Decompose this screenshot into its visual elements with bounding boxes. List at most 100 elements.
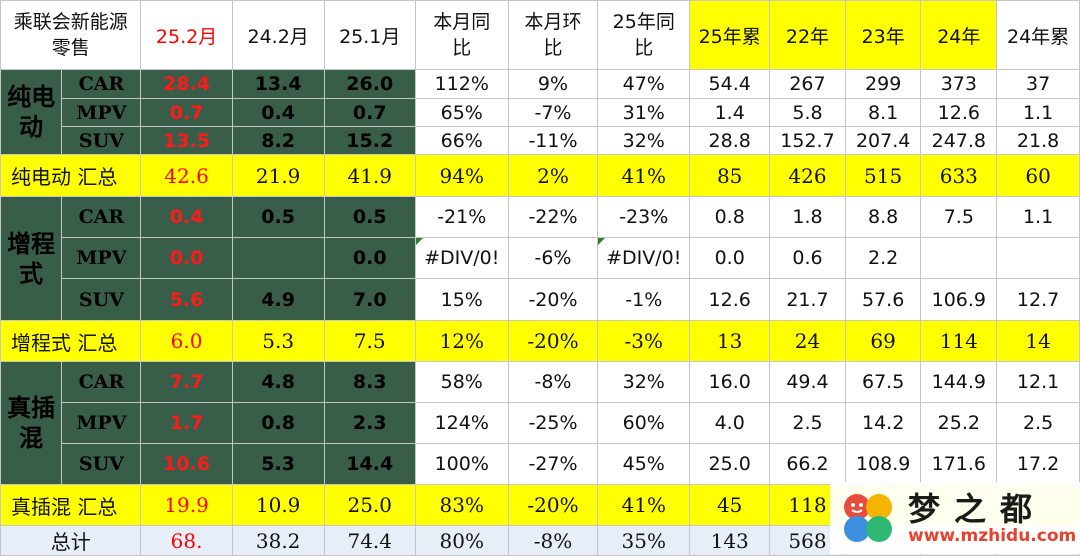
col-header: 25.1月 <box>323 0 416 70</box>
cell: -11% <box>507 126 599 155</box>
cell: 7.5 <box>323 320 416 362</box>
table-row: SUV 10.6 5.3 14.4 100% -27% 45% 25.0 66.… <box>1 443 1080 485</box>
cell: -20% <box>507 278 599 321</box>
cell: 267 <box>769 69 846 99</box>
cell: 12.6 <box>920 98 998 127</box>
cell: 45% <box>597 443 691 485</box>
cell: 85 <box>689 154 771 197</box>
cell: -21% <box>414 196 509 238</box>
cell <box>996 237 1080 279</box>
col-header: 23年 <box>844 0 922 70</box>
watermark: 梦之都 www.mzhidu.com <box>830 482 1080 554</box>
cell: 32% <box>597 126 691 155</box>
cell: 41.9 <box>323 154 416 197</box>
cell: 6.0 <box>140 320 233 362</box>
cell: 32% <box>597 361 691 403</box>
table-row: 增程式 CAR 0.4 0.5 0.5 -21% -22% -23% 0.8 1… <box>0 196 1080 321</box>
cell: 68. <box>140 525 233 556</box>
cell: 12.7 <box>996 278 1080 321</box>
cell: 1.8 <box>769 196 846 238</box>
cell: 2.3 <box>323 402 416 444</box>
cell: 0.7 <box>323 98 416 127</box>
cell: -27% <box>507 443 599 485</box>
cell: 152.7 <box>769 126 846 155</box>
cell: 19.9 <box>140 484 233 526</box>
cell: 633 <box>920 154 998 197</box>
col-header: 24.2月 <box>231 0 325 70</box>
cell: -22% <box>507 196 599 238</box>
type-label: SUV <box>61 443 142 485</box>
cell: 2.5 <box>996 402 1080 444</box>
cell: 17.2 <box>996 443 1080 485</box>
type-label: CAR <box>61 196 142 238</box>
table-row: 真插混 CAR 7.7 4.8 8.3 58% -8% 32% 16.0 49.… <box>0 361 1080 485</box>
cell: 8.8 <box>844 196 922 238</box>
cell: 7.0 <box>323 278 416 321</box>
cell <box>920 237 998 279</box>
cell: 80% <box>414 525 509 556</box>
type-label: SUV <box>61 278 142 321</box>
cell: 2.5 <box>769 402 846 444</box>
summary-row: 增程式 汇总 6.0 5.3 7.5 12% -20% -3% 13 24 69… <box>0 320 1080 362</box>
cell: 0.0 <box>689 237 771 279</box>
cell: 13.4 <box>231 69 325 99</box>
cell: 0.8 <box>231 402 325 444</box>
cell: 5.6 <box>140 278 233 321</box>
cell: 38.2 <box>231 525 325 556</box>
header-row: 乘联会新能源零售 25.2月 24.2月 25.1月 本月同比 本月环比 25年… <box>0 0 1080 70</box>
col-header: 25.2月 <box>140 0 233 70</box>
summary-label: 纯电动 汇总 <box>0 154 142 197</box>
cell: 100% <box>414 443 509 485</box>
cell: 41% <box>597 484 691 526</box>
cell: 31% <box>597 98 691 127</box>
table-row: MPV 1.7 0.8 2.3 124% -25% 60% 4.0 2.5 14… <box>1 402 1080 444</box>
cell: 74.4 <box>323 525 416 556</box>
cell: 21.7 <box>769 278 846 321</box>
cell: 10.6 <box>140 443 233 485</box>
table-row: MPV 0.7 0.4 0.7 65% -7% 31% 1.4 5.8 8.1 … <box>1 98 1080 127</box>
cell: 66% <box>414 126 509 155</box>
cell: 515 <box>844 154 922 197</box>
type-label: MPV <box>61 98 142 127</box>
cell: 26.0 <box>323 69 416 99</box>
cell: -7% <box>507 98 599 127</box>
table-title: 乘联会新能源零售 <box>0 0 142 70</box>
cell: -3% <box>597 320 691 362</box>
cell <box>231 237 325 279</box>
cell: 28.8 <box>689 126 771 155</box>
type-label: CAR <box>61 361 142 403</box>
cell: 7.5 <box>920 196 998 238</box>
cell: -1% <box>597 278 691 321</box>
cell: 0.7 <box>140 98 233 127</box>
cell: 1.4 <box>689 98 771 127</box>
cell: 25.0 <box>323 484 416 526</box>
table-row: 纯电动 CAR 28.4 13.4 26.0 112% 9% 47% 54.4 … <box>0 69 1080 155</box>
cell: 60% <box>597 402 691 444</box>
cell: 12% <box>414 320 509 362</box>
cell: 171.6 <box>920 443 998 485</box>
cell: 54.4 <box>689 69 771 99</box>
cell: 2% <box>507 154 599 197</box>
category-label-erev: 增程式 <box>0 196 63 321</box>
cell: 42.6 <box>140 154 233 197</box>
watermark-url: www.mzhidu.com <box>908 526 1077 546</box>
cell: 112% <box>414 69 509 99</box>
watermark-title: 梦之都 <box>908 490 1047 528</box>
cell: 0.5 <box>231 196 325 238</box>
cell: 373 <box>920 69 998 99</box>
cell: -8% <box>507 525 599 556</box>
cell: 14.2 <box>844 402 922 444</box>
cell: -23% <box>597 196 691 238</box>
table-row: SUV 5.6 4.9 7.0 15% -20% -1% 12.6 21.7 5… <box>1 278 1080 321</box>
cell: 60 <box>996 154 1080 197</box>
cell: 35% <box>597 525 691 556</box>
cell: 0.0 <box>323 237 416 279</box>
logo-icon <box>844 494 892 542</box>
cell: 0.5 <box>323 196 416 238</box>
cell: 8.2 <box>231 126 325 155</box>
total-label: 总计 <box>0 525 142 556</box>
cell: 47% <box>597 69 691 99</box>
cell: -25% <box>507 402 599 444</box>
cell: 1.7 <box>140 402 233 444</box>
type-label: MPV <box>61 237 142 279</box>
